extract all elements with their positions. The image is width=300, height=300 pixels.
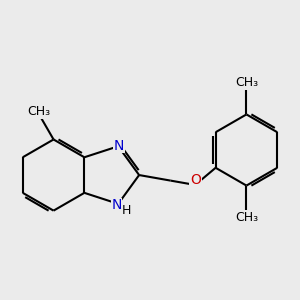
Text: CH₃: CH₃ [27,105,50,118]
Text: O: O [190,173,201,187]
Text: N: N [114,139,124,153]
Text: CH₃: CH₃ [235,211,258,224]
Text: N: N [111,198,122,212]
Text: CH₃: CH₃ [235,76,258,89]
Text: H: H [121,204,131,217]
